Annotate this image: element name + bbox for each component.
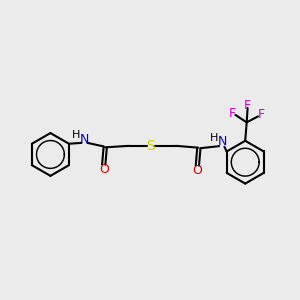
Text: N: N <box>217 135 227 148</box>
Text: F: F <box>257 108 265 122</box>
Text: O: O <box>99 164 109 176</box>
Text: N: N <box>80 133 89 146</box>
Text: S: S <box>146 139 155 153</box>
Text: F: F <box>229 107 236 120</box>
Text: H: H <box>209 133 218 143</box>
Text: H: H <box>72 130 80 140</box>
Text: F: F <box>244 99 251 112</box>
Text: O: O <box>192 164 202 177</box>
